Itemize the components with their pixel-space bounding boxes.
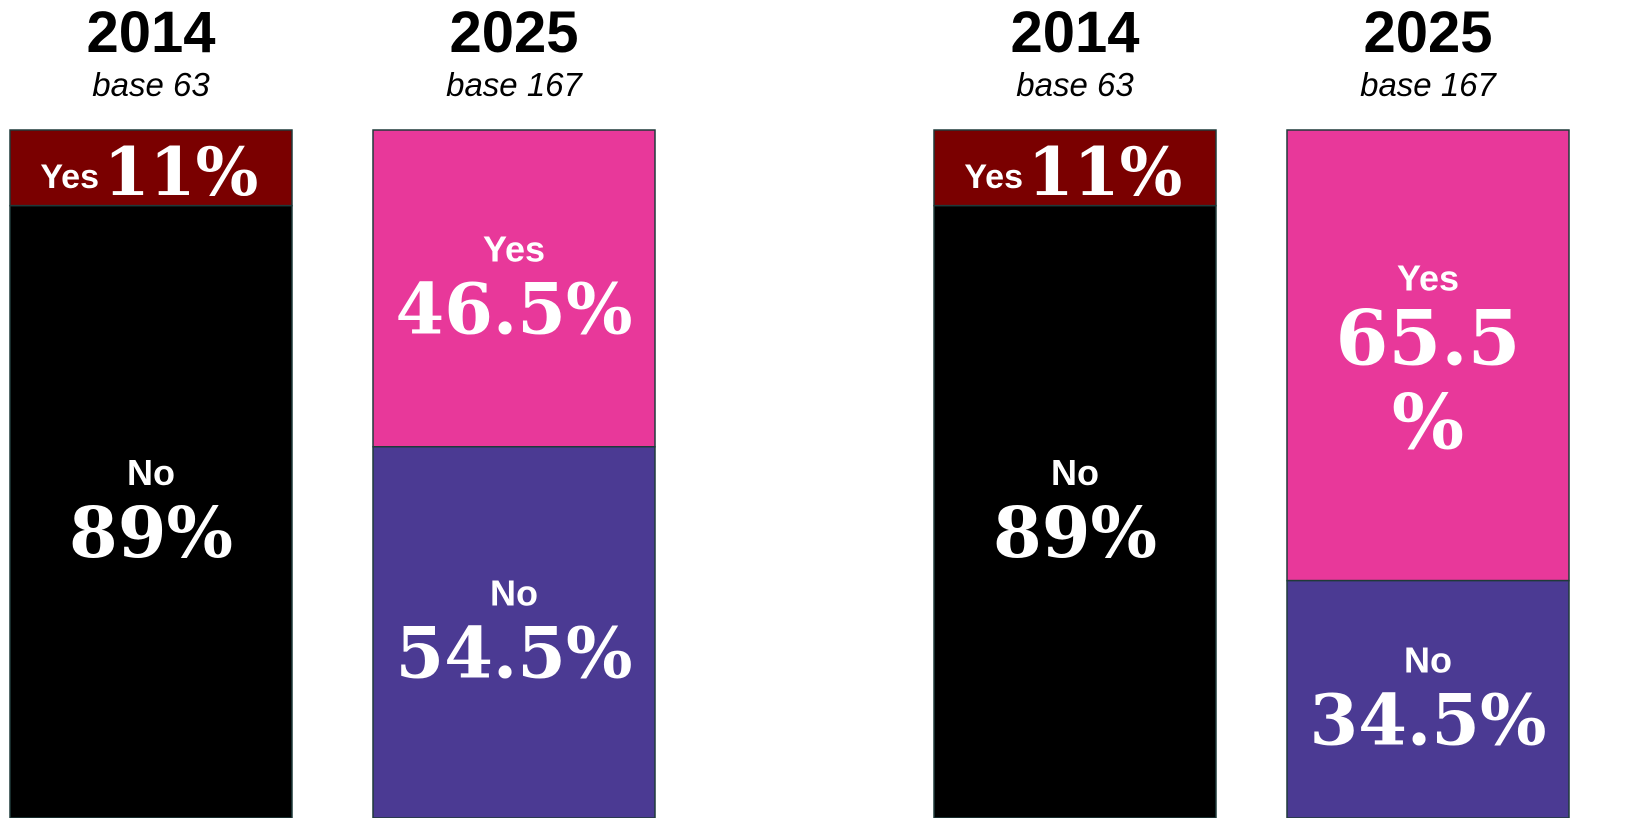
segment-value: 54.5% (395, 611, 632, 694)
segment-value: 11% (1028, 133, 1183, 211)
year-label: 2025 (449, 0, 578, 65)
segment-label: Yes (483, 228, 545, 269)
year-label: 2025 (1363, 0, 1492, 65)
segment-value: 89% (69, 491, 233, 574)
segment-label: No (127, 452, 175, 493)
segment-value-line: % (1392, 377, 1464, 466)
segment-label: No (1051, 452, 1099, 493)
segment-label: No (490, 572, 538, 613)
segment-value: 46.5% (395, 267, 632, 350)
base-label: base 63 (92, 66, 210, 103)
segment-value: 89% (993, 491, 1157, 574)
base-label: base 167 (1360, 66, 1497, 103)
segment-label: No (1404, 639, 1452, 680)
year-label: 2014 (86, 0, 215, 65)
segment-value-line: 65.5 (1335, 293, 1520, 382)
base-label: base 167 (446, 66, 583, 103)
base-label: base 63 (1016, 66, 1134, 103)
segment-value: 34.5% (1309, 678, 1546, 761)
segment-value: 11% (104, 133, 259, 211)
year-label: 2014 (1010, 0, 1139, 65)
segment-label: Yes (1397, 257, 1459, 298)
segment-label: Yes (40, 158, 99, 196)
segment-label: Yes (964, 158, 1023, 196)
